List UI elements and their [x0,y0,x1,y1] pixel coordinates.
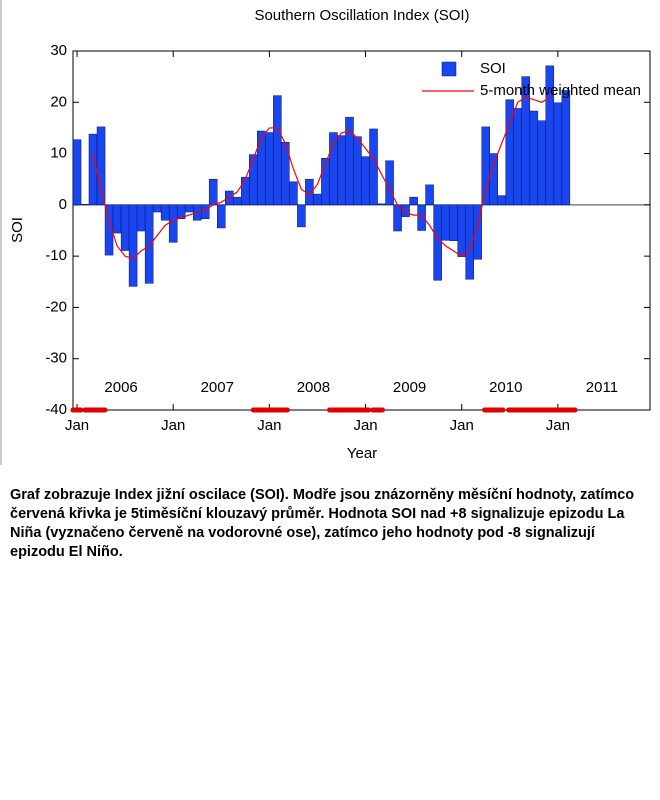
bar [553,102,563,206]
year-label: 2008 [297,379,330,396]
year-label: 2006 [104,379,137,396]
bar [369,128,378,206]
bar [529,110,539,206]
bar [160,204,170,221]
bar [401,204,410,217]
year-label: 2010 [489,379,522,396]
bar [537,120,547,206]
bar [208,178,218,206]
x-tick-label: Jan [161,417,185,434]
legend-label: SOI [480,60,506,77]
bar [112,204,122,234]
bar [257,130,266,206]
bar [217,204,226,229]
y-axis-label: SOI [9,217,26,243]
x-tick-label: Jan [257,417,281,434]
y-tick-label: 20 [50,93,67,110]
bar [72,139,82,206]
chart: Southern Oscillation Index (SOI) Year SO… [0,0,651,465]
chart-title: Southern Oscillation Index (SOI) [254,7,469,24]
bar [168,204,178,243]
bar [441,204,450,241]
bar [449,204,458,242]
bar [128,204,138,287]
bar [241,176,250,206]
bar [289,181,298,206]
bar [305,178,314,206]
mean-line [92,96,551,260]
bar [313,193,322,206]
caption: Graf zobrazuje Index jižní oscilace (SOI… [10,487,635,560]
year-label: 2009 [393,379,426,396]
x-tick-label: Jan [546,417,570,434]
bar [184,204,194,213]
bar [377,203,386,206]
year-label: 2007 [201,379,234,396]
bar [88,133,98,206]
bar [265,132,274,206]
bar [353,136,362,206]
bar [561,90,571,206]
bar [497,195,506,206]
bar [337,135,346,206]
bar [409,196,418,206]
bar [473,204,482,260]
y-tick-label: -30 [45,350,67,367]
x-tick-label: Jan [450,417,474,434]
y-tick-label: 10 [50,145,67,162]
year-label: 2011 [586,379,618,396]
bar [433,204,442,281]
x-axis-label: Year [347,445,377,462]
bar [513,108,523,206]
legend-swatch [441,61,457,77]
bar [80,204,90,206]
y-tick-label: 30 [50,42,67,59]
bar [297,204,306,228]
bar [489,153,498,206]
bar [144,204,154,284]
bar [225,190,234,206]
bar [96,126,106,206]
x-tick-label: Jan [353,417,377,434]
y-tick-label: -20 [45,298,67,315]
legend-label: 5-month weighted mean [480,82,641,99]
bar [481,126,491,206]
bar [361,156,370,206]
y-tick-label: 0 [59,196,67,213]
bar [200,204,210,219]
bar [425,184,434,206]
bar [152,204,162,213]
bar [232,196,242,206]
y-tick-label: -40 [45,401,67,418]
bar [417,204,426,231]
x-tick-label: Jan [65,417,89,434]
bar [457,204,466,257]
bar [249,154,258,206]
bar [120,204,130,251]
bar [385,160,394,206]
y-tick-label: -10 [45,247,67,264]
bar [273,95,282,206]
bar [393,204,402,232]
bar [136,204,146,232]
